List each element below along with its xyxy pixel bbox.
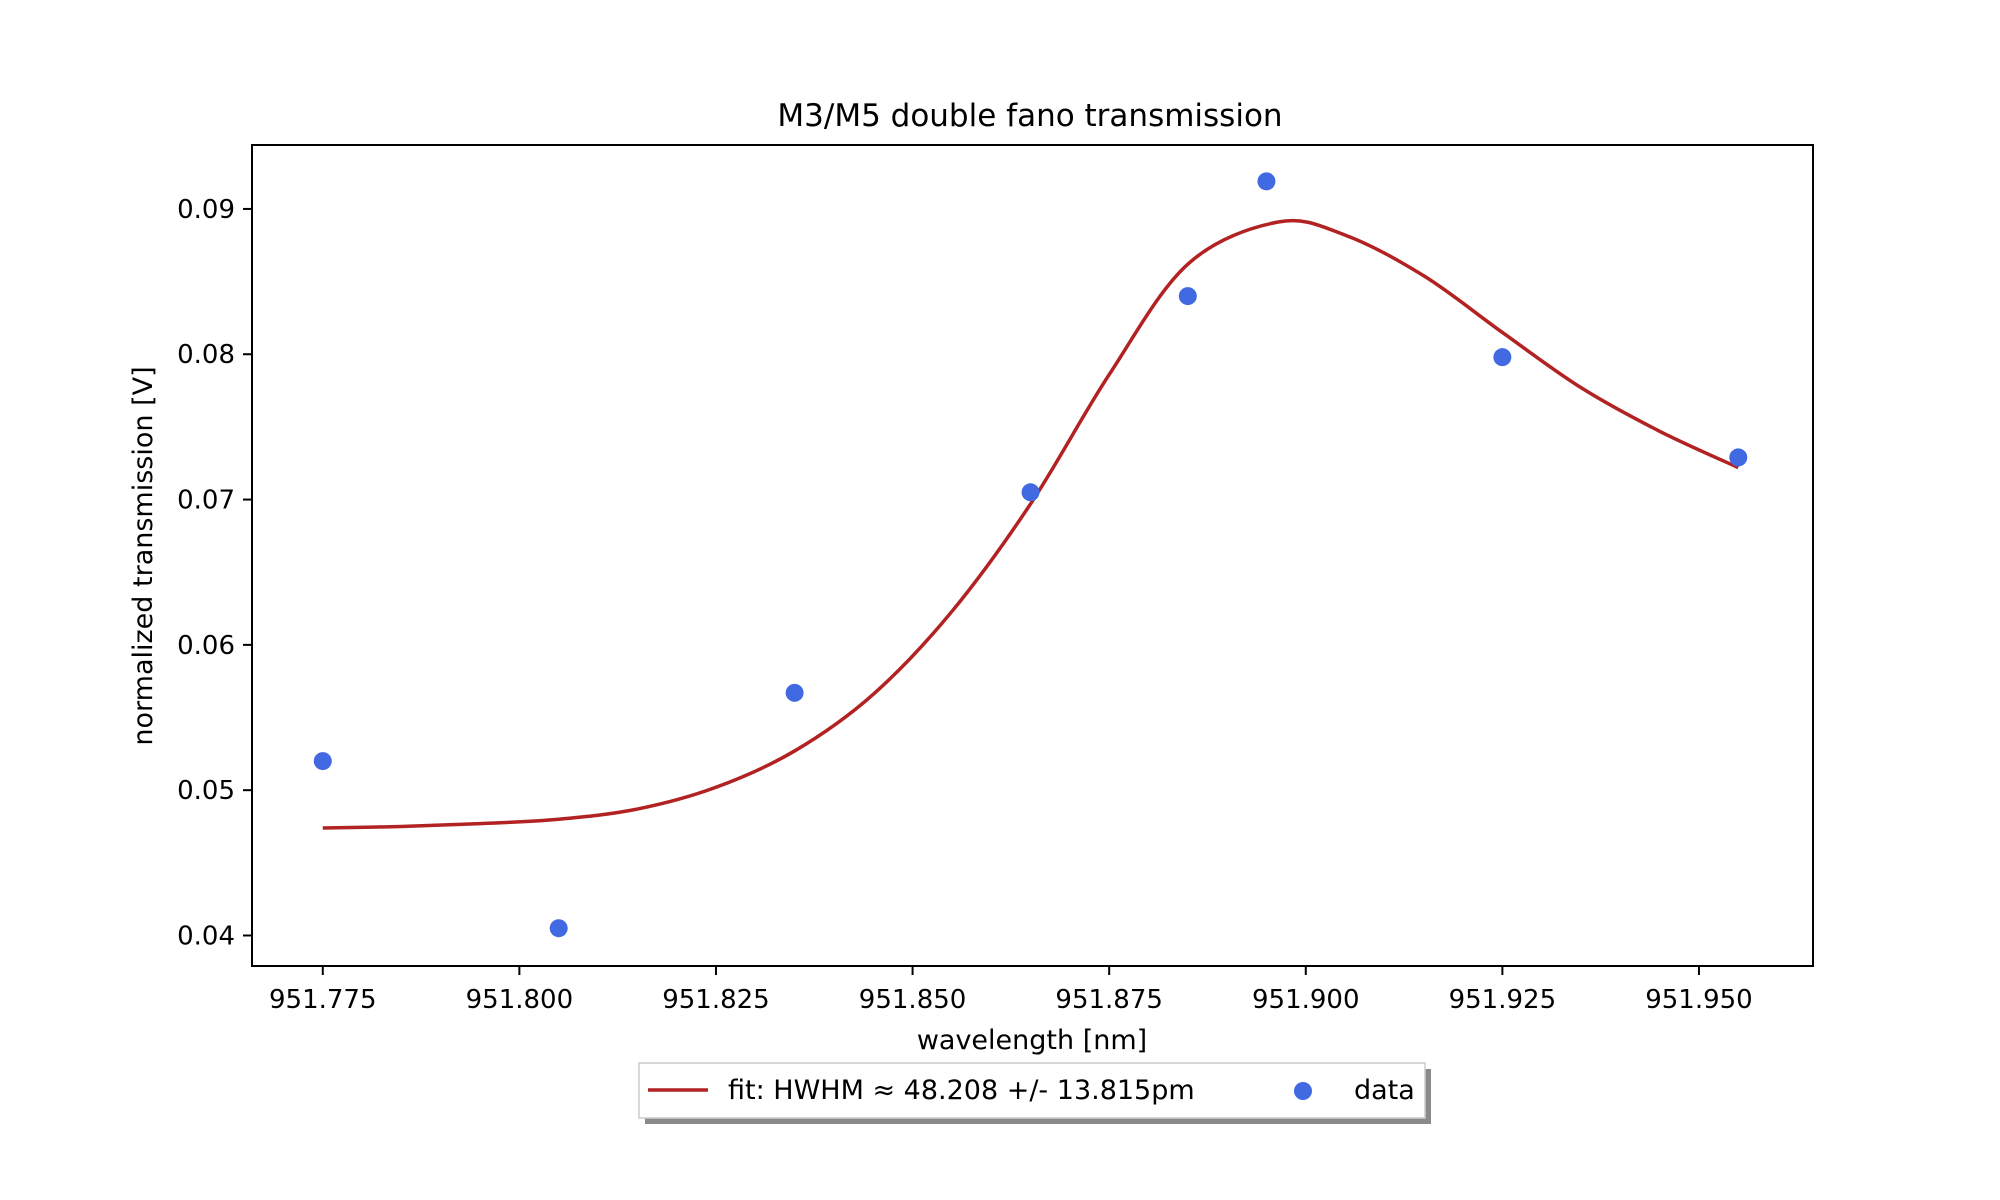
data-point	[1257, 172, 1276, 191]
y-tick-label: 0.08	[177, 340, 235, 370]
legend: fit: HWHM ≈ 48.208 +/- 13.815pm data	[638, 1062, 1431, 1124]
data-point	[1178, 287, 1197, 306]
y-axis-label: normalized transmission [V]	[128, 366, 159, 745]
data-point	[1493, 348, 1512, 367]
y-tick-label: 0.07	[177, 486, 235, 516]
x-tick-label: 951.850	[859, 985, 967, 1015]
fit-curve	[322, 218, 1740, 830]
data-point	[313, 752, 332, 771]
legend-data-swatch	[1294, 1082, 1312, 1100]
legend-box	[638, 1062, 1426, 1119]
data-points	[313, 172, 1748, 938]
data-point	[1021, 483, 1040, 502]
y-tick-label: 0.09	[177, 195, 235, 225]
x-tick-label: 951.950	[1645, 985, 1753, 1015]
data-point	[785, 683, 804, 702]
fit-layer	[322, 218, 1740, 830]
x-tick-label: 951.900	[1252, 985, 1360, 1015]
plot-area-frame	[251, 144, 1814, 967]
y-tick-label: 0.04	[177, 921, 235, 951]
x-tick-label: 951.925	[1449, 985, 1557, 1015]
legend-fit-label: fit: HWHM ≈ 48.208 +/- 13.815pm	[728, 1075, 1195, 1106]
axis-ticks: 951.775 951.800 951.825 951.850 951.875 951.9…	[177, 195, 1753, 1015]
data-point	[549, 919, 568, 938]
x-axis-label: wavelength [nm]	[917, 1025, 1147, 1056]
x-tick-label: 951.775	[269, 985, 377, 1015]
x-tick-label: 951.875	[1055, 985, 1163, 1015]
y-tick-label: 0.06	[177, 631, 235, 661]
x-tick-label: 951.800	[466, 985, 574, 1015]
y-tick-label: 0.05	[177, 776, 235, 806]
chart-title: M3/M5 double fano transmission	[777, 98, 1282, 134]
legend-data-label: data	[1354, 1075, 1415, 1106]
data-point	[1729, 448, 1748, 467]
x-tick-label: 951.825	[662, 985, 770, 1015]
